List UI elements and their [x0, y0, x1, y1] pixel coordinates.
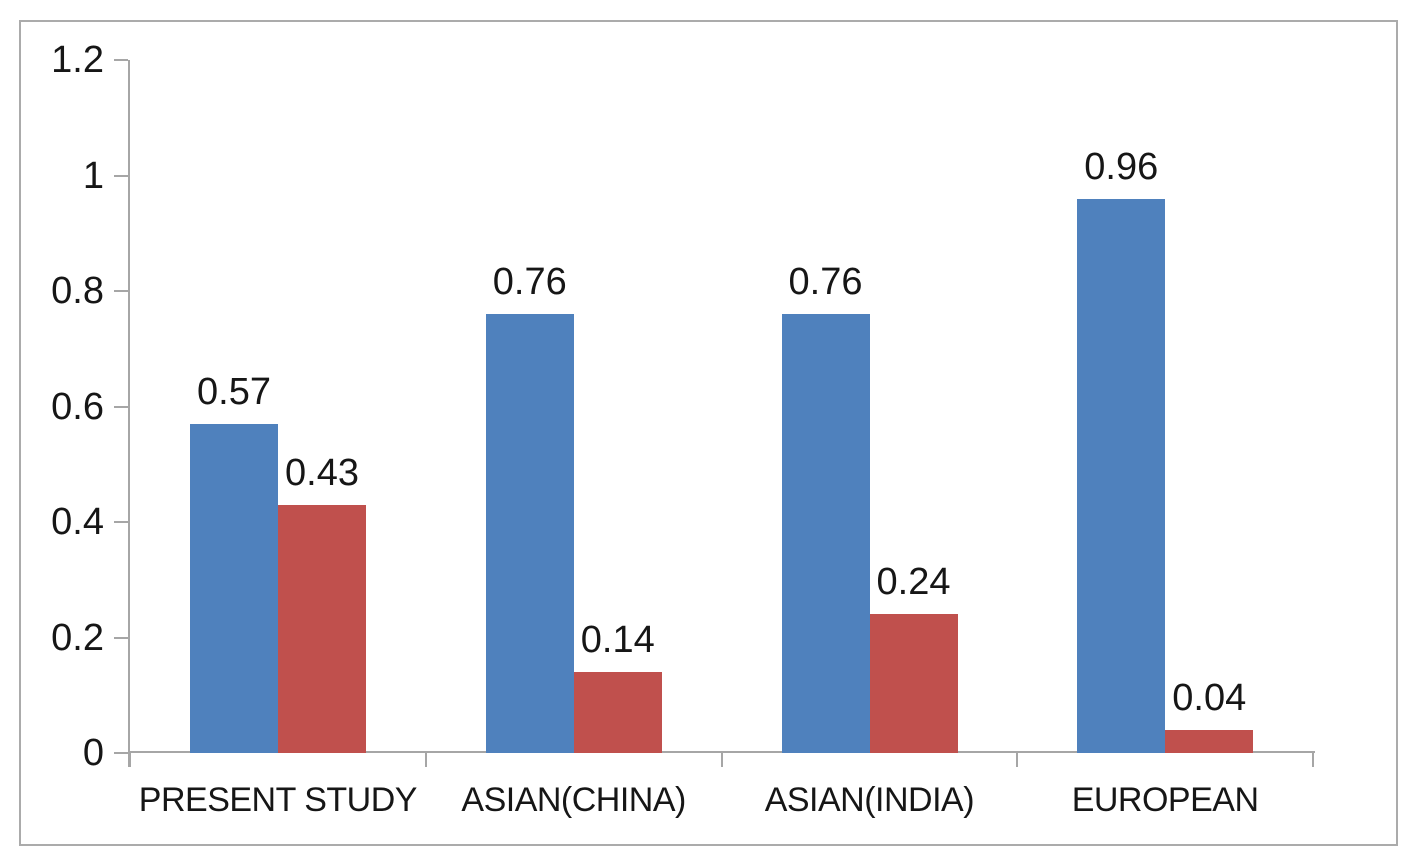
- y-axis-tick-label: 1.2: [51, 39, 104, 81]
- x-axis-line: [128, 751, 1315, 753]
- bar-series2-cat2: [573, 672, 662, 753]
- y-axis-tick-label: 1: [82, 154, 104, 197]
- bar-series1-cat4: [1077, 198, 1166, 753]
- y-axis-tick-label: 0.6: [51, 385, 104, 428]
- x-axis-tick: [1016, 753, 1019, 767]
- y-axis-tick: [114, 174, 128, 177]
- bar-series2-cat4: [1165, 729, 1254, 753]
- bar-value-label: 0.57: [197, 370, 271, 413]
- x-axis-tick: [720, 753, 723, 767]
- bar-value-label: 0.14: [580, 619, 655, 662]
- y-axis-tick: [114, 405, 128, 408]
- x-axis-category-label: ASIAN(INDIA): [764, 781, 975, 819]
- y-axis-tick: [114, 59, 128, 61]
- y-axis-line: [128, 60, 130, 767]
- x-axis-category-label: ASIAN(CHINA): [461, 781, 686, 819]
- y-axis-tick: [114, 752, 128, 754]
- x-axis-category-label: EUROPEAN: [1071, 781, 1259, 819]
- x-axis-tick: [1312, 753, 1314, 767]
- bar-series1-cat1: [190, 423, 278, 753]
- y-axis-tick: [114, 290, 128, 292]
- bar-value-label: 0.04: [1172, 676, 1247, 719]
- x-axis-tick: [424, 753, 427, 767]
- bar-value-label: 0.96: [1084, 145, 1159, 188]
- bar-value-label: 0.24: [876, 561, 951, 604]
- y-axis-tick: [114, 521, 128, 523]
- bar-value-label: 0.76: [788, 261, 863, 304]
- bar-series1-cat2: [485, 314, 574, 753]
- bar-value-label: 0.43: [285, 451, 359, 494]
- bar-value-label: 0.76: [492, 261, 567, 304]
- y-axis-tick-label: 0: [82, 732, 104, 774]
- y-axis-tick: [114, 636, 128, 639]
- y-axis-tick-label: 0.8: [51, 270, 104, 312]
- bar-series1-cat3: [781, 314, 870, 753]
- y-axis-tick-label: 0.2: [51, 616, 104, 659]
- x-axis-category-label: PRESENT STUDY: [138, 781, 418, 819]
- y-axis-tick-label: 0.4: [51, 501, 104, 543]
- bar-series2-cat1: [278, 504, 366, 753]
- x-axis-tick: [129, 753, 131, 767]
- bar-series2-cat3: [869, 614, 958, 753]
